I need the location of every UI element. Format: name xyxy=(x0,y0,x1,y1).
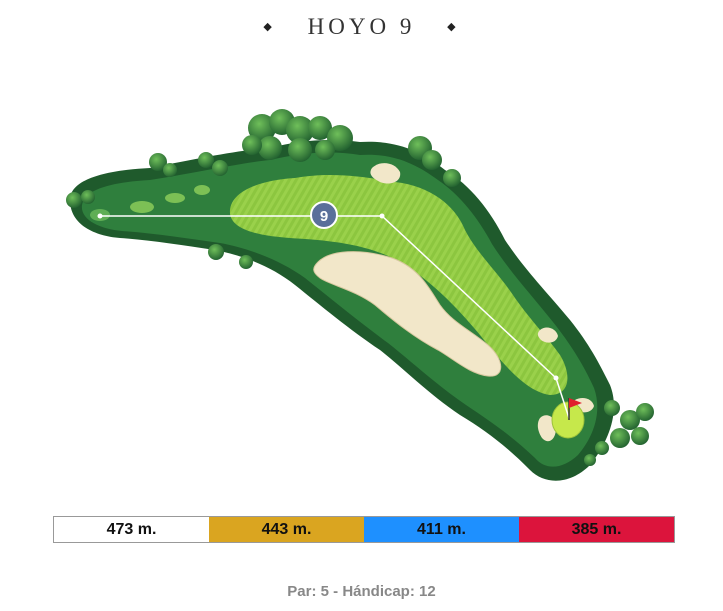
tee-distance-gold: 443 m. xyxy=(209,517,364,542)
tee-box-4 xyxy=(194,185,210,195)
small-bunker-top xyxy=(370,163,401,184)
hole-number-text: 9 xyxy=(320,208,328,225)
hole-title: HOYO 9 xyxy=(307,14,416,39)
flag-icon xyxy=(568,398,582,420)
tee-box-2 xyxy=(130,201,154,213)
hole-title-row: ◆ HOYO 9 ◆ xyxy=(0,14,723,40)
layup-marker-1 xyxy=(379,213,385,219)
rough-inner xyxy=(81,152,598,467)
tee-box-3 xyxy=(165,193,185,203)
layup-marker-2 xyxy=(553,375,559,381)
tee-distance-red: 385 m. xyxy=(519,517,674,542)
tee-distance-blue: 411 m. xyxy=(364,517,519,542)
hole-number-badge xyxy=(310,201,338,229)
putting-green xyxy=(551,401,585,439)
left-ornament-icon: ◆ xyxy=(263,21,276,34)
yardage-bar: 473 m. 443 m. 411 m. 385 m. xyxy=(53,516,675,543)
play-line xyxy=(100,215,570,419)
hole-map: 9 xyxy=(66,109,654,481)
right-ornament-icon: ◆ xyxy=(447,21,460,34)
tee-distance-white: 473 m. xyxy=(54,517,209,542)
fairway xyxy=(229,175,568,395)
tee-marker xyxy=(97,213,103,219)
green-bunker-left xyxy=(537,415,556,442)
trees xyxy=(66,109,654,466)
small-bunker-right xyxy=(537,327,558,343)
par-handicap-info: Par: 5 - Hándicap: 12 xyxy=(287,583,436,600)
fairway-bunker xyxy=(313,251,502,377)
